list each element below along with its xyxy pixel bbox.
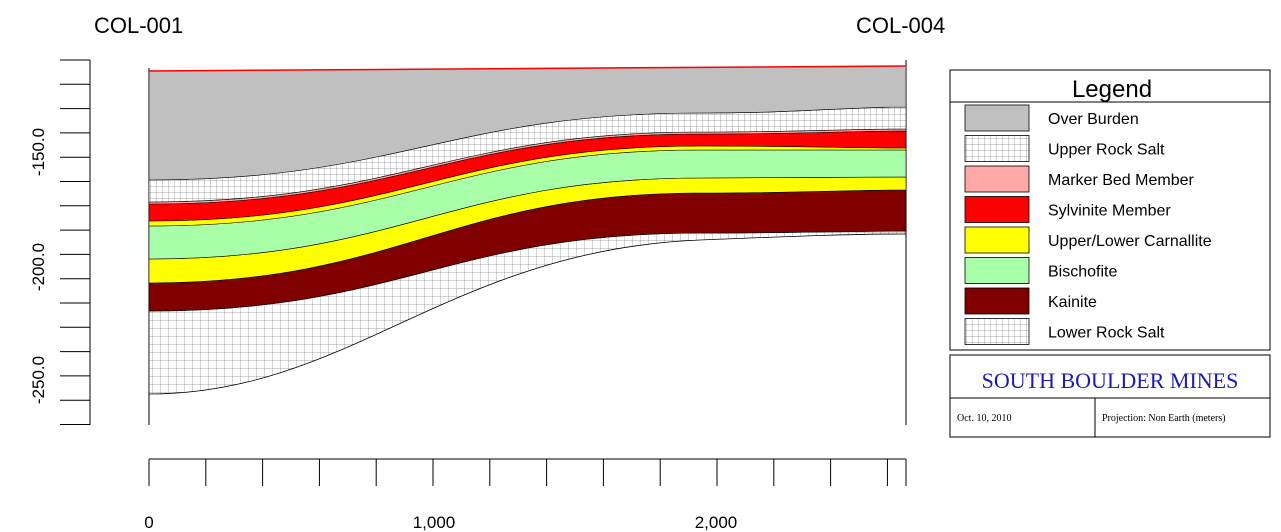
legend-swatch — [964, 104, 1030, 132]
legend-swatch — [964, 135, 1030, 162]
legend-swatch — [964, 226, 1030, 254]
legend-swatch — [964, 257, 1030, 284]
legend-item-label: Upper/Lower Carnallite — [1048, 233, 1212, 250]
layer-over-burden — [148, 65, 907, 181]
legend-item-label: Bischofite — [1048, 264, 1117, 281]
depth-axis: -150.0 -200.0 -250.0 — [29, 59, 91, 425]
title-block: SOUTH BOULDER MINES Oct. 10, 2010 Projec… — [949, 354, 1271, 438]
legend-item-label: Kainite — [1048, 294, 1097, 311]
legend-title: Legend — [1072, 76, 1152, 103]
distance-tick-label: 0 — [144, 513, 153, 532]
legend: Legend Over Burden Upper Rock Salt Marker … — [949, 69, 1271, 351]
projection-note: Projection: Non Earth (meters) — [1102, 413, 1226, 424]
surface-line — [148, 65, 907, 72]
depth-tick-label: -250.0 — [29, 356, 48, 404]
well-label-left: COL-001 — [94, 13, 183, 38]
distance-tick-label: 2,000 — [695, 513, 738, 532]
legend-swatch — [964, 196, 1030, 223]
well-label-right: COL-004 — [856, 13, 945, 38]
legend-item-label: Upper Rock Salt — [1048, 142, 1165, 159]
legend-swatch — [964, 165, 1030, 193]
legend-swatch — [964, 318, 1030, 345]
legend-item-label: Sylvinite Member — [1048, 203, 1171, 220]
map-date: Oct. 10, 2010 — [957, 413, 1011, 424]
legend-item-label: Over Burden — [1048, 111, 1139, 128]
company-name: SOUTH BOULDER MINES — [982, 368, 1239, 393]
strata — [148, 65, 907, 395]
depth-tick-label: -200.0 — [29, 243, 48, 291]
legend-item-label: Marker Bed Member — [1048, 172, 1194, 189]
distance-axis: 0 1,000 2,000 — [144, 458, 907, 532]
legend-item-label: Lower Rock Salt — [1048, 325, 1165, 342]
distance-tick-label: 1,000 — [413, 513, 456, 532]
legend-swatch — [964, 287, 1030, 315]
depth-tick-label: -150.0 — [29, 128, 48, 176]
